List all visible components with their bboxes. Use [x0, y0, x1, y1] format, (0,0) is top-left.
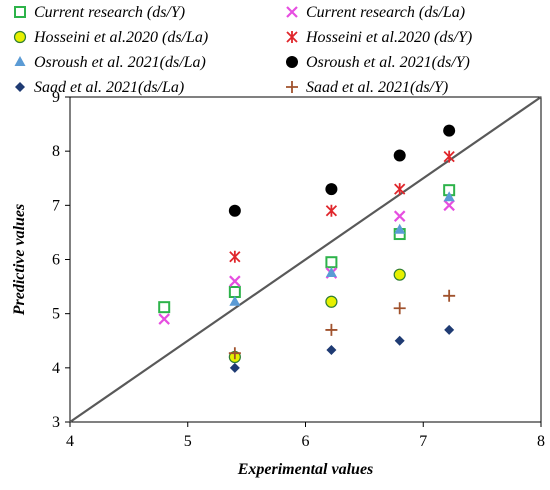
data-point — [443, 150, 455, 163]
data-point — [443, 191, 455, 202]
legend-marker — [14, 6, 26, 18]
legend-label: Saad et al. 2021(ds/Y) — [306, 79, 448, 96]
legend-label: Current research (ds/Y) — [34, 4, 185, 21]
y-axis-title: Predictive values — [11, 204, 28, 317]
data-point — [394, 335, 405, 346]
x-axis-title: Experimental values — [237, 461, 374, 478]
data-point — [229, 295, 241, 306]
y-tick-label: 6 — [52, 252, 60, 269]
y-tick-label: 5 — [52, 306, 60, 323]
data-point — [158, 313, 170, 325]
legend-label: Osroush et al. 2021(ds/La) — [34, 54, 206, 71]
x-tick-label: 5 — [184, 433, 192, 450]
legend-label: Saad et al. 2021(ds/La) — [34, 79, 184, 96]
reference-line — [69, 96, 542, 423]
data-point — [393, 149, 406, 162]
legend-marker — [286, 56, 298, 68]
x-tick-label: 6 — [302, 433, 310, 450]
data-point — [443, 289, 456, 302]
data-point — [325, 295, 338, 308]
data-point — [325, 256, 338, 269]
data-point — [443, 199, 455, 212]
x-tick-label: 4 — [66, 433, 74, 450]
data-point — [228, 347, 241, 360]
data-point — [325, 323, 338, 336]
legend-marker — [14, 56, 26, 66]
data-point — [444, 324, 455, 335]
data-point — [443, 124, 456, 137]
legend-label: Hosseini et al.2020 (ds/La) — [33, 29, 208, 46]
legend-label: Current research (ds/La) — [306, 4, 465, 21]
data-point — [229, 362, 240, 373]
data-point — [393, 268, 406, 281]
x-tick-label: 8 — [537, 433, 545, 450]
y-tick-label: 8 — [52, 143, 60, 160]
legend-marker — [286, 81, 298, 93]
data-point — [229, 250, 241, 263]
data-point — [228, 204, 241, 217]
data-point — [325, 204, 338, 217]
legend-marker — [15, 82, 25, 92]
y-tick-label: 7 — [52, 197, 60, 214]
legend: Current research (ds/Y) Current research … — [13, 4, 472, 96]
y-tick-label: 9 — [52, 89, 60, 106]
legend-marker — [286, 31, 298, 43]
y-tick-label: 3 — [52, 414, 60, 431]
legend-marker — [286, 6, 298, 18]
data-point — [326, 344, 337, 355]
y-tick-label: 4 — [52, 360, 60, 377]
data-point — [158, 301, 171, 314]
legend-label: Hosseini et al.2020 (ds/Y) — [305, 29, 472, 46]
legend-label: Osroush et al. 2021(ds/Y) — [306, 54, 470, 71]
data-point — [394, 223, 406, 234]
data-marks — [69, 96, 542, 423]
x-tick-label: 7 — [419, 433, 427, 450]
data-point — [393, 302, 406, 315]
data-point — [228, 286, 241, 298]
legend-marker — [13, 30, 27, 44]
data-point — [325, 183, 338, 196]
data-point — [325, 267, 337, 278]
data-point — [393, 210, 406, 222]
data-point — [394, 183, 406, 196]
data-point — [229, 275, 241, 287]
